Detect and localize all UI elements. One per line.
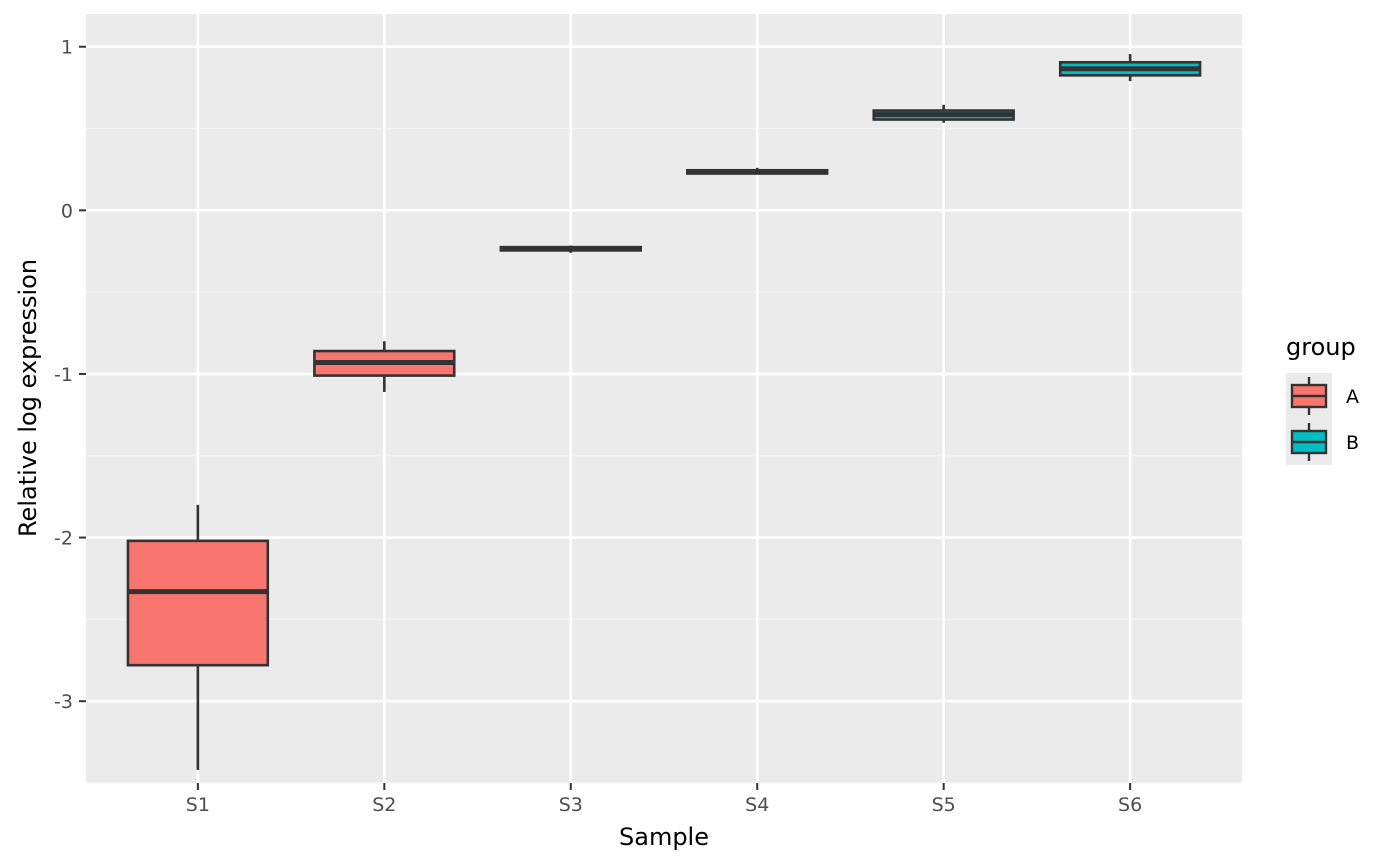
y-axis-title: Relative log expression xyxy=(14,259,42,537)
legend-entry-a: A xyxy=(1290,377,1359,415)
box-s4 xyxy=(686,167,829,175)
legend-label: B xyxy=(1346,432,1359,454)
legend-label: A xyxy=(1346,386,1359,408)
y-tick-label: -1 xyxy=(54,364,73,386)
box-body xyxy=(126,539,270,667)
box-s6 xyxy=(1058,54,1202,82)
y-tick-label: -2 xyxy=(54,528,73,550)
box-series xyxy=(126,54,1202,770)
box-s3 xyxy=(499,245,642,253)
x-axis: S1 S2 S3 S4 S5 S6 xyxy=(186,783,1142,816)
legend-keys: AB xyxy=(1290,377,1359,461)
box-s2 xyxy=(313,341,456,392)
box-s1 xyxy=(126,504,270,770)
y-axis: 1 0 -1 -2 -3 xyxy=(54,37,86,713)
y-tick-label: 1 xyxy=(61,37,73,59)
x-tick-label: S3 xyxy=(559,794,583,816)
legend: group AB xyxy=(1286,333,1359,465)
x-tick-label: S4 xyxy=(745,794,769,816)
legend-entry-b: B xyxy=(1290,423,1359,461)
minor-gridlines xyxy=(86,127,1242,784)
y-tick-label: 0 xyxy=(61,200,73,222)
box-s5 xyxy=(872,104,1015,123)
x-tick-label: S1 xyxy=(186,794,210,816)
legend-title: group xyxy=(1286,333,1356,361)
plot-panel xyxy=(86,14,1242,783)
x-axis-title: Sample xyxy=(619,823,709,851)
y-tick-label: -3 xyxy=(54,691,73,713)
x-tick-label: S5 xyxy=(932,794,956,816)
x-tick-label: S2 xyxy=(372,794,396,816)
x-tick-label: S6 xyxy=(1118,794,1142,816)
